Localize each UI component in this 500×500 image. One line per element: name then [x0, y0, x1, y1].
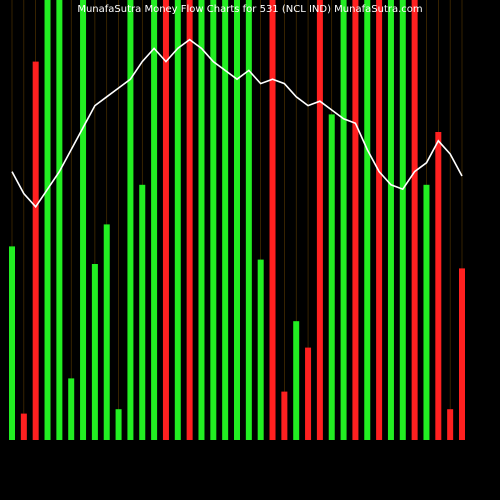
bar	[234, 0, 240, 440]
bar	[103, 224, 110, 440]
bar	[281, 391, 288, 440]
bar	[387, 0, 394, 440]
bar	[222, 0, 229, 440]
bar	[257, 259, 264, 440]
bar	[316, 0, 323, 440]
bar	[411, 0, 418, 440]
bars	[9, 0, 465, 441]
bar	[115, 409, 122, 440]
bar	[459, 268, 465, 440]
bar	[44, 0, 51, 440]
bar	[91, 264, 98, 440]
bar	[139, 184, 146, 440]
bar	[127, 0, 134, 440]
bar	[305, 347, 312, 440]
bar	[198, 0, 205, 440]
bar	[423, 184, 430, 440]
bar	[20, 413, 27, 440]
bar	[376, 0, 383, 440]
chart-title: MunafaSutra Money Flow Charts for 531 (N…	[77, 4, 422, 15]
mfi-line	[11, 38, 463, 209]
bar	[352, 0, 359, 440]
bar	[447, 409, 454, 440]
bar	[364, 0, 371, 440]
bar	[174, 0, 181, 440]
bar	[32, 61, 39, 440]
bar	[399, 0, 406, 440]
bar	[435, 132, 442, 440]
bar	[151, 0, 158, 440]
bar	[80, 0, 87, 440]
bar	[9, 246, 15, 440]
bar	[269, 0, 276, 440]
bar	[328, 114, 335, 441]
bar	[186, 0, 193, 440]
bar	[340, 0, 347, 440]
bar	[162, 0, 169, 440]
bar	[210, 0, 217, 440]
bar	[68, 378, 75, 440]
bar	[293, 321, 300, 440]
bar	[56, 0, 63, 440]
bar	[245, 0, 252, 440]
